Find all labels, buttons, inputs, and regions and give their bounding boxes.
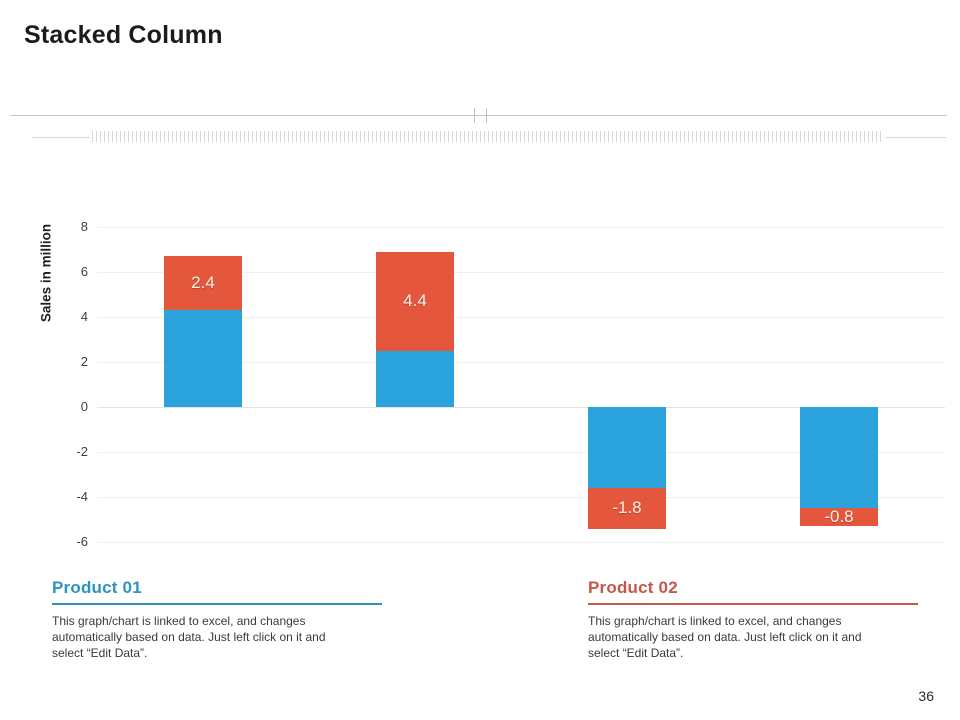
footer-body-line: This graph/chart is linked to excel, and… <box>588 613 842 628</box>
gridline <box>97 407 945 408</box>
footer-body-line: automatically based on data. Just left c… <box>588 629 862 644</box>
gridline <box>97 272 945 273</box>
bar-segment-product-01 <box>164 310 242 407</box>
page-number: 36 <box>918 688 934 704</box>
ruler-center-tick <box>474 108 475 123</box>
footer-product-02: Product 02 This graph/chart is linked to… <box>588 578 918 661</box>
footer-body-line: automatically based on data. Just left c… <box>52 629 326 644</box>
bar-data-label: 4.4 <box>403 291 427 311</box>
ruler-comb <box>92 131 884 142</box>
y-tick-label: 6 <box>80 264 88 279</box>
footer-underline <box>588 603 918 605</box>
y-tick-label: 4 <box>80 309 88 324</box>
footer-heading: Product 01 <box>52 578 142 597</box>
y-tick-label: -4 <box>76 489 88 504</box>
footer-product-01: Product 01 This graph/chart is linked to… <box>52 578 382 661</box>
gridline <box>97 317 945 318</box>
ruler-center-tick <box>486 108 487 123</box>
footer-body-line: select “Edit Data”. <box>588 645 684 660</box>
ruler-dash-right <box>886 137 946 138</box>
bar-segment-product-02 <box>588 488 666 529</box>
bar-segment-product-02 <box>164 256 242 311</box>
y-tick-label: 0 <box>80 399 88 414</box>
footer-underline <box>52 603 382 605</box>
ruler-line <box>10 115 947 116</box>
ruler-dash-left <box>32 137 90 138</box>
bar-segment-product-02 <box>800 508 878 527</box>
page-title: Stacked Column <box>24 21 223 49</box>
bar-segment-product-01 <box>588 407 666 488</box>
y-tick-label: -2 <box>76 444 88 459</box>
footer-body: This graph/chart is linked to excel, and… <box>52 613 382 661</box>
footer-body-line: This graph/chart is linked to excel, and… <box>52 613 306 628</box>
bar-data-label: -1.8 <box>612 498 642 518</box>
y-tick-label: -6 <box>76 534 88 549</box>
bar-segment-product-02 <box>376 251 454 351</box>
gridline <box>97 542 945 543</box>
gridline <box>97 497 945 498</box>
bar-segment-product-01 <box>376 350 454 407</box>
bar-segment-product-01 <box>800 407 878 509</box>
footer-body: This graph/chart is linked to excel, and… <box>588 613 918 661</box>
bar-data-label: -0.8 <box>824 507 854 527</box>
y-tick-label: 2 <box>80 354 88 369</box>
gridline <box>97 362 945 363</box>
footer-heading: Product 02 <box>588 578 678 597</box>
bar-data-label: 2.4 <box>191 273 215 293</box>
footer-body-line: select “Edit Data”. <box>52 645 148 660</box>
gridline <box>97 452 945 453</box>
y-tick-label: 8 <box>80 219 88 234</box>
gridline <box>97 227 945 228</box>
